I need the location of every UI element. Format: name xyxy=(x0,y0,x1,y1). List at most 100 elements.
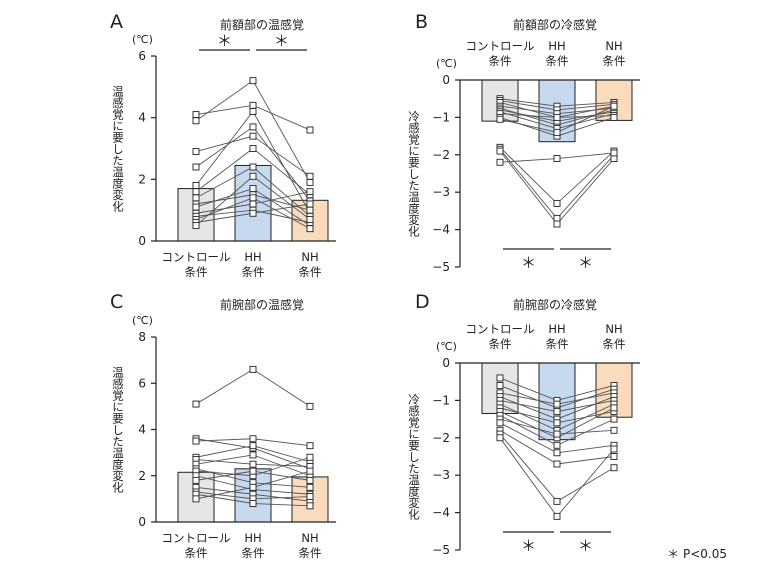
panel-c-data-point-hh xyxy=(249,435,257,443)
panel-b-y-tick-label: −1 xyxy=(432,110,450,124)
panel-d-data-point-control xyxy=(496,381,504,389)
panel-a-data-point-hh xyxy=(249,77,257,85)
panel-d-y-tick-label: 0 xyxy=(442,356,450,370)
panel-c-y-tick-label: 2 xyxy=(138,469,146,483)
panel-d-significance-star: ＊ xyxy=(521,537,536,555)
panel-c-category-label-line2: 条件 xyxy=(185,546,208,560)
panel-a-data-point-control xyxy=(192,148,200,156)
panel-a-data-point-hh xyxy=(249,209,257,217)
panel-a-data-point-nh xyxy=(306,178,314,186)
significance-footnote: ＊ P<0.05 xyxy=(667,547,727,561)
panel-c-data-point-nh xyxy=(306,442,314,450)
panel-c-data-point-hh xyxy=(249,451,257,459)
panel-a-data-point-control xyxy=(192,188,200,196)
panel-b-subject-line xyxy=(499,150,615,225)
panel-c-data-point-hh xyxy=(249,483,257,491)
panel-d-data-point-hh xyxy=(553,441,561,449)
panel-a-category-label-line1: HH xyxy=(244,250,261,264)
panel-c-data-point-control xyxy=(192,476,200,484)
panel-a-data-point-nh xyxy=(306,215,314,223)
panel-d-y-tick-label: −1 xyxy=(432,393,450,407)
panel-d-y-tick-label: −5 xyxy=(432,543,450,557)
panel-a-category-label-line1: NH xyxy=(301,250,318,264)
panel-a-data-point-control xyxy=(192,111,200,119)
panel-d-category-label-line1: NH xyxy=(605,322,622,336)
panel-a-data-point-nh xyxy=(306,200,314,208)
panel-a-data-point-nh xyxy=(306,225,314,233)
panel-a-data-point-nh xyxy=(306,126,314,134)
panel-d-data-point-hh xyxy=(553,430,561,438)
panel-d-unit-label: (℃) xyxy=(436,340,457,353)
panel-c-data-point-nh xyxy=(306,467,314,475)
panel-a-y-tick-label: 2 xyxy=(138,172,146,186)
panel-c-data-point-control xyxy=(192,400,200,408)
panel-c-data-point-hh xyxy=(249,442,257,450)
panel-c-title: 前腕部の温感覚 xyxy=(220,297,304,312)
panel-a-data-point-nh xyxy=(306,188,314,196)
panel-b-title: 前額部の冷感覚 xyxy=(513,17,597,32)
panel-a-data-point-hh xyxy=(249,132,257,140)
panel-c-data-point-control xyxy=(192,495,200,503)
panel-b-y-tick-label: −3 xyxy=(432,185,450,199)
panel-d-data-point-hh xyxy=(553,460,561,468)
panel-a-data-point-control xyxy=(192,163,200,171)
panel-d-y-tick-label: −4 xyxy=(432,506,450,520)
panel-b-category-label-line1: コントロール xyxy=(466,39,535,53)
panel-c-data-point-hh xyxy=(249,467,257,475)
panel-b-data-point-nh xyxy=(610,155,618,162)
panel-b-data-point-hh xyxy=(553,155,561,162)
panel-d-data-point-control xyxy=(496,434,504,442)
panel-a-data-point-control xyxy=(192,117,200,125)
panel-d-category-label-line2: 条件 xyxy=(603,337,626,351)
panel-b-significance-star: ＊ xyxy=(521,254,536,272)
panel-a-data-point-hh xyxy=(249,108,257,115)
panel-a-significance-star: ＊ xyxy=(274,32,289,50)
panel-c-data-point-nh xyxy=(306,493,314,501)
panel-b-data-point-control xyxy=(496,158,504,166)
panel-d-data-point-nh xyxy=(610,415,618,423)
panel-c-data-point-nh xyxy=(306,402,314,410)
panel-c-y-tick-label: 4 xyxy=(138,423,146,437)
panel-b-data-point-hh xyxy=(553,214,561,222)
panel-d-y-tick-label: −2 xyxy=(432,431,450,445)
panel-b-letter: B xyxy=(415,11,428,33)
panel-b-y-tick-label: −4 xyxy=(432,223,450,237)
panel-a-category-label-line2: 条件 xyxy=(299,265,322,279)
panel-c-unit-label: (℃) xyxy=(132,314,153,327)
panel-d-data-point-hh xyxy=(553,449,561,457)
panel-c-data-point-hh xyxy=(249,365,257,373)
panel-a-data-point-control xyxy=(192,194,200,202)
panel-d-data-point-nh xyxy=(610,464,618,472)
panel-a-category-label-line1: コントロール xyxy=(162,250,231,264)
panel-a-significance-star: ＊ xyxy=(217,32,232,50)
panel-a-y-tick-label: 6 xyxy=(138,49,146,63)
panel-b-category-label-line2: 条件 xyxy=(489,54,512,68)
panel-d-data-point-hh xyxy=(553,512,561,520)
panel-a-title: 前額部の温感覚 xyxy=(220,17,304,32)
panel-d-category-label-line1: コントロール xyxy=(466,322,535,336)
panel-d-data-point-hh xyxy=(553,400,561,408)
panel-a-data-point-control xyxy=(192,182,200,189)
panel-c-data-point-nh xyxy=(306,476,314,484)
panel-c-data-point-nh xyxy=(306,502,314,510)
panel-c-category-label-line1: コントロール xyxy=(162,531,231,545)
panel-d-data-point-hh xyxy=(553,419,561,427)
panel-d-data-point-control xyxy=(496,419,504,427)
panel-a-y-tick-label: 0 xyxy=(138,234,146,248)
panel-d-data-point-hh xyxy=(553,408,561,416)
panel-d-significance-star: ＊ xyxy=(578,537,593,555)
panel-a-data-point-hh xyxy=(249,194,257,202)
panel-d-data-point-control xyxy=(496,374,504,382)
panel-b-data-point-control xyxy=(496,115,504,123)
panel-c-category-label-line2: 条件 xyxy=(242,546,265,560)
panel-a-data-point-control xyxy=(192,222,200,230)
panel-d-category-label-line2: 条件 xyxy=(546,337,569,351)
panel-b-category-label-line1: HH xyxy=(548,39,565,53)
panel-a-category-label-line2: 条件 xyxy=(185,265,208,279)
panel-c-subject-line xyxy=(195,368,311,407)
panel-a-data-point-hh xyxy=(249,200,257,208)
panel-c-ylabel: 温感覚に要した温度変化 xyxy=(111,365,125,493)
panel-d-ylabel: 冷感覚に要した温度変化 xyxy=(407,393,421,520)
panel-b-data-point-hh xyxy=(553,113,561,121)
panel-b-data-point-hh xyxy=(553,199,561,207)
